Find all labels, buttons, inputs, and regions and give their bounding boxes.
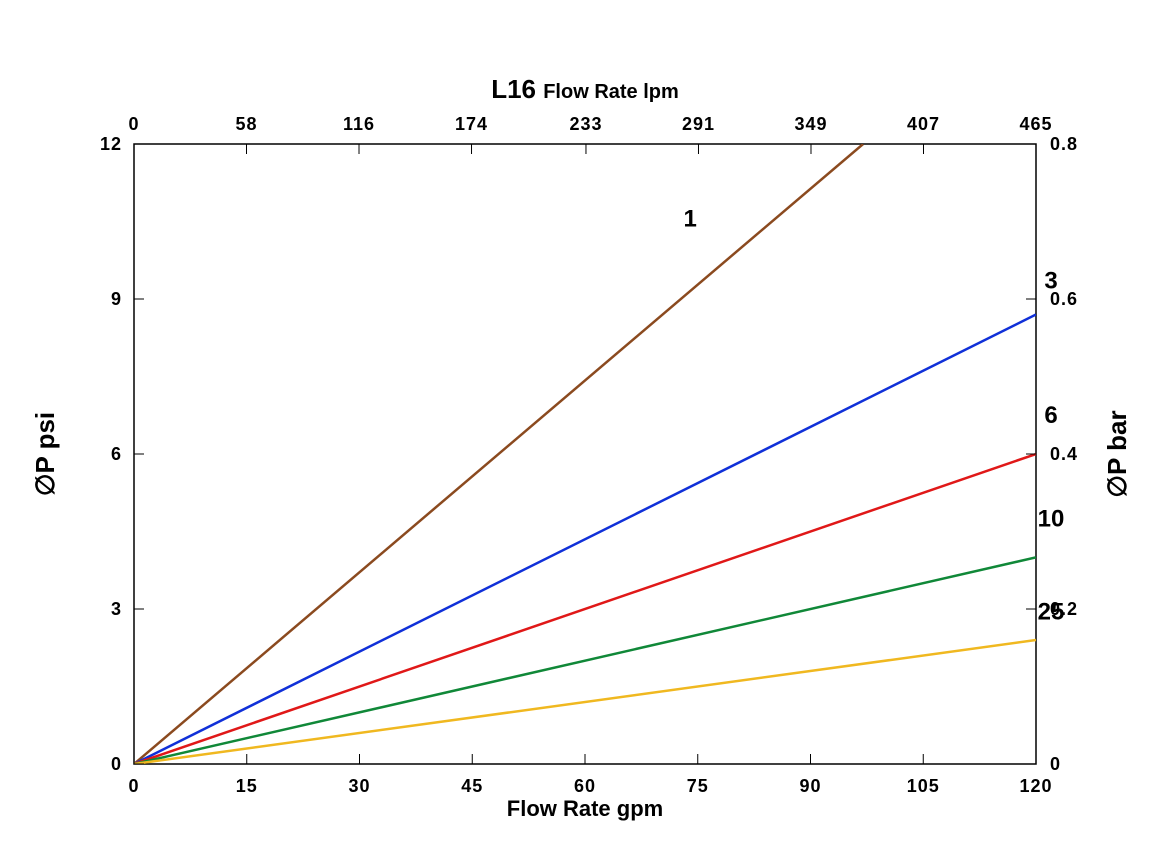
series-label-10: 10 xyxy=(1038,505,1065,532)
yl-tick-label: 9 xyxy=(111,289,122,309)
series-line-25 xyxy=(134,640,1036,764)
xb-tick-label: 0 xyxy=(128,776,139,796)
chart-title: L16 Flow Rate lpm xyxy=(491,74,679,104)
yl-tick-label: 3 xyxy=(111,599,122,619)
xb-tick-label: 75 xyxy=(687,776,709,796)
xt-tick-label: 174 xyxy=(455,114,488,134)
series-line-10 xyxy=(134,557,1036,764)
x-bottom-axis-label: Flow Rate gpm xyxy=(507,796,663,821)
xb-tick-label: 60 xyxy=(574,776,596,796)
xt-tick-label: 349 xyxy=(794,114,827,134)
xb-tick-label: 120 xyxy=(1019,776,1052,796)
xb-tick-label: 105 xyxy=(907,776,940,796)
series-group xyxy=(134,144,1036,764)
yr-tick-label: 0.4 xyxy=(1050,444,1078,464)
xb-tick-label: 45 xyxy=(461,776,483,796)
xt-tick-label: 0 xyxy=(128,114,139,134)
y-right-axis-label: ∅P bar xyxy=(1102,410,1132,497)
yr-tick-label: 0.6 xyxy=(1050,289,1078,309)
yl-tick-label: 12 xyxy=(100,134,122,154)
yr-tick-label: 0 xyxy=(1050,754,1061,774)
series-label-6: 6 xyxy=(1044,402,1057,429)
y-left-axis-label: ∅P psi xyxy=(30,412,60,496)
xb-tick-label: 15 xyxy=(236,776,258,796)
series-label-1: 1 xyxy=(684,206,697,233)
xb-tick-label: 90 xyxy=(799,776,821,796)
chart-svg: 13610250153045607590105120Flow Rate gpm0… xyxy=(0,0,1170,866)
yr-tick-label: 0.2 xyxy=(1050,599,1078,619)
xt-tick-label: 465 xyxy=(1019,114,1052,134)
yr-tick-label: 0.8 xyxy=(1050,134,1078,154)
xt-tick-label: 233 xyxy=(569,114,602,134)
xb-tick-label: 30 xyxy=(348,776,370,796)
xt-tick-label: 116 xyxy=(343,114,375,134)
xt-tick-label: 291 xyxy=(682,114,715,134)
xt-tick-label: 58 xyxy=(235,114,257,134)
yl-tick-label: 0 xyxy=(111,754,122,774)
pressure-drop-chart: 13610250153045607590105120Flow Rate gpm0… xyxy=(0,0,1170,866)
series-line-6 xyxy=(134,454,1036,764)
xt-tick-label: 407 xyxy=(907,114,940,134)
yl-tick-label: 6 xyxy=(111,444,122,464)
plot-border xyxy=(134,144,1036,764)
